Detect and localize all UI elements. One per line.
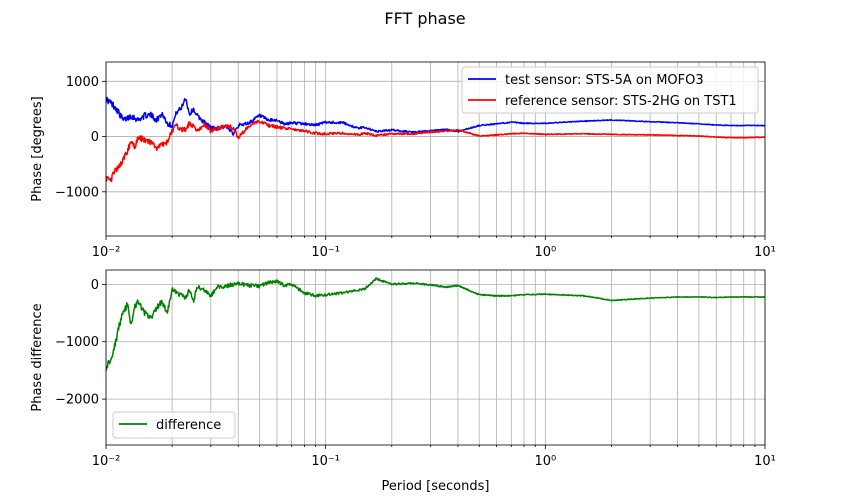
- phase-plot-series: [106, 96, 765, 183]
- x-tick-label: 10⁰: [534, 245, 556, 260]
- difference-plot-ticks: −2000 −1000 0 10⁻² 10⁻¹ 10⁰ 10¹: [55, 278, 776, 469]
- figure-title: FFT phase: [384, 9, 465, 28]
- difference-plot-xlabel: Period [seconds]: [382, 479, 490, 494]
- x-tick-label: 10⁻²: [92, 454, 121, 469]
- legend-label: reference sensor: STS-2HG on TST1: [505, 94, 737, 109]
- difference-plot-frame: [105, 269, 766, 446]
- y-tick-label: −1000: [55, 335, 99, 350]
- phase-plot-ylabel: Phase [degrees]: [30, 96, 45, 201]
- x-tick-label: 10⁻¹: [311, 245, 340, 260]
- series-line-reference-sensor: [106, 119, 765, 183]
- legend-label: test sensor: STS-5A on MOFO3: [505, 73, 704, 88]
- legend-box: [461, 66, 759, 114]
- legend-box: [112, 411, 236, 439]
- phase-plot-grid: [105, 62, 766, 236]
- difference-plot-series: [106, 277, 765, 372]
- y-tick-label: −2000: [55, 393, 99, 408]
- x-tick-label: 10⁻²: [92, 245, 121, 260]
- difference-plot-ylabel: Phase difference: [30, 303, 45, 411]
- phase-plot-ticks: −1000 0 1000 10⁻² 10⁻¹ 10⁰ 10¹: [55, 75, 776, 260]
- x-tick-label: 10¹: [754, 245, 776, 260]
- series-line-difference: [106, 277, 765, 372]
- y-tick-label: −1000: [55, 185, 99, 200]
- difference-plot-legend: difference: [112, 411, 236, 439]
- y-tick-label: 0: [91, 130, 99, 145]
- x-tick-label: 10⁰: [534, 454, 556, 469]
- legend-label: difference: [156, 418, 221, 433]
- x-tick-label: 10¹: [754, 454, 776, 469]
- y-tick-label: 1000: [66, 75, 99, 90]
- x-tick-label: 10⁻¹: [311, 454, 340, 469]
- phase-plot: −1000 0 1000 10⁻² 10⁻¹ 10⁰ 10¹ Phase [degrees]…: [30, 61, 776, 260]
- difference-plot: −2000 −1000 0 10⁻² 10⁻¹ 10⁰ 10¹ Phase differen…: [30, 269, 776, 494]
- phase-plot-frame: [105, 61, 766, 237]
- y-tick-label: 0: [91, 278, 99, 293]
- phase-plot-legend: test sensor: STS-5A on MOFO3 reference se…: [461, 66, 759, 114]
